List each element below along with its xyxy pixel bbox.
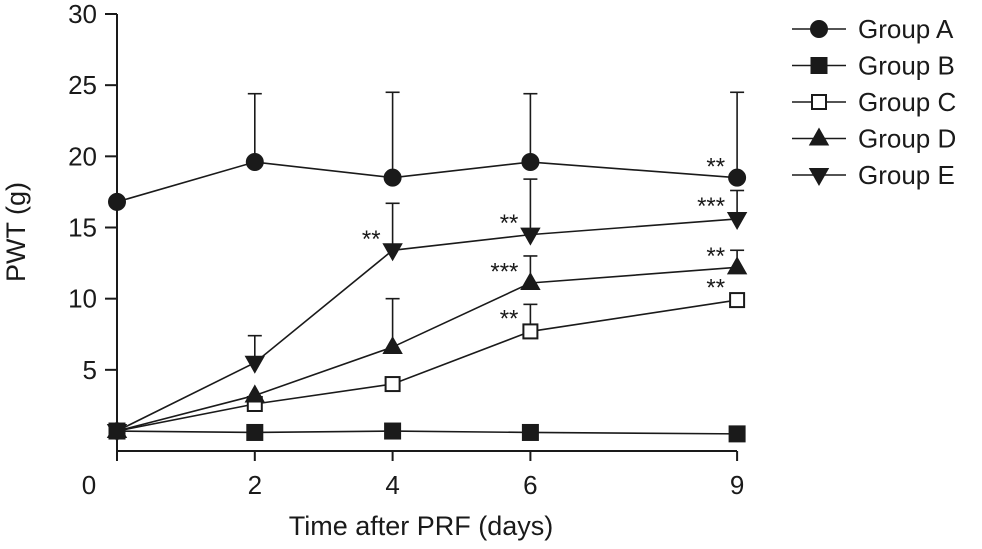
y-axis-title: PWT (g): [1, 182, 31, 282]
significance-label: **: [500, 306, 519, 333]
legend-label-group-d: Group D: [858, 124, 956, 154]
group-a-point: [728, 168, 747, 187]
significance-label: **: [706, 153, 725, 180]
group-b-point: [728, 425, 746, 443]
significance-label: **: [362, 226, 381, 253]
legend-marker-group-a: [810, 20, 828, 38]
series-lines: [116, 161, 738, 435]
group-d-point: [520, 271, 541, 291]
legend-marker-group-d: [808, 127, 830, 146]
x-tick-label: 2: [248, 470, 262, 500]
legend-marker-group-e: [808, 168, 830, 187]
significance-label: ***: [490, 259, 518, 286]
legend-label-group-e: Group E: [858, 160, 955, 190]
x-tick-label: 4: [385, 470, 399, 500]
group-a-point: [521, 153, 540, 172]
group-b-point: [246, 423, 264, 441]
x-tick-label: 9: [730, 470, 744, 500]
group-e-point: [382, 243, 403, 262]
y-tick-label: 25: [68, 70, 97, 100]
group-c-point: [522, 323, 539, 340]
x-tick-label: 6: [523, 470, 537, 500]
significance-label: **: [706, 274, 725, 301]
significance-annotations: ******************: [362, 153, 725, 332]
group-e-point: [726, 211, 748, 230]
group-e-point: [244, 355, 266, 374]
group-a-line: [116, 161, 738, 203]
y-tick-label: 15: [68, 213, 97, 243]
y-origin-label: 0: [82, 470, 96, 500]
legend-label-group-c: Group C: [858, 87, 956, 117]
group-e-point: [520, 227, 541, 246]
group-e-line: [116, 218, 738, 432]
group-d-point: [382, 336, 403, 355]
y-tick-label: 5: [83, 355, 97, 385]
group-b-point: [521, 423, 539, 441]
group-c-point: [384, 376, 401, 393]
legend: Group A Group B Group C Group D Group E: [792, 14, 956, 190]
group-c-point: [729, 292, 746, 309]
group-d-point: [244, 384, 266, 403]
group-a-point: [245, 153, 264, 172]
axes: 0 5 10 15 20 25 30 2 4 6 9: [68, 0, 744, 500]
significance-label: **: [706, 243, 725, 270]
legend-label-group-b: Group B: [858, 51, 955, 81]
group-b-point: [384, 422, 402, 440]
group-d-point: [726, 256, 748, 275]
legend-label-group-a: Group A: [858, 14, 954, 44]
y-tick-label: 10: [68, 284, 97, 314]
significance-label: **: [500, 210, 519, 237]
x-axis-title: Time after PRF (days): [289, 511, 554, 541]
significance-label: ***: [697, 193, 725, 220]
group-d-line: [116, 266, 738, 432]
group-c-line: [116, 299, 738, 432]
y-tick-label: 20: [68, 141, 97, 171]
group-a-point: [383, 168, 402, 187]
series-markers: [106, 153, 748, 443]
group-b-line: [116, 430, 738, 435]
legend-marker-group-b: [810, 57, 828, 74]
error-bars: [247, 91, 745, 363]
legend-marker-group-c: [811, 94, 827, 110]
y-tick-label: 30: [68, 0, 97, 29]
